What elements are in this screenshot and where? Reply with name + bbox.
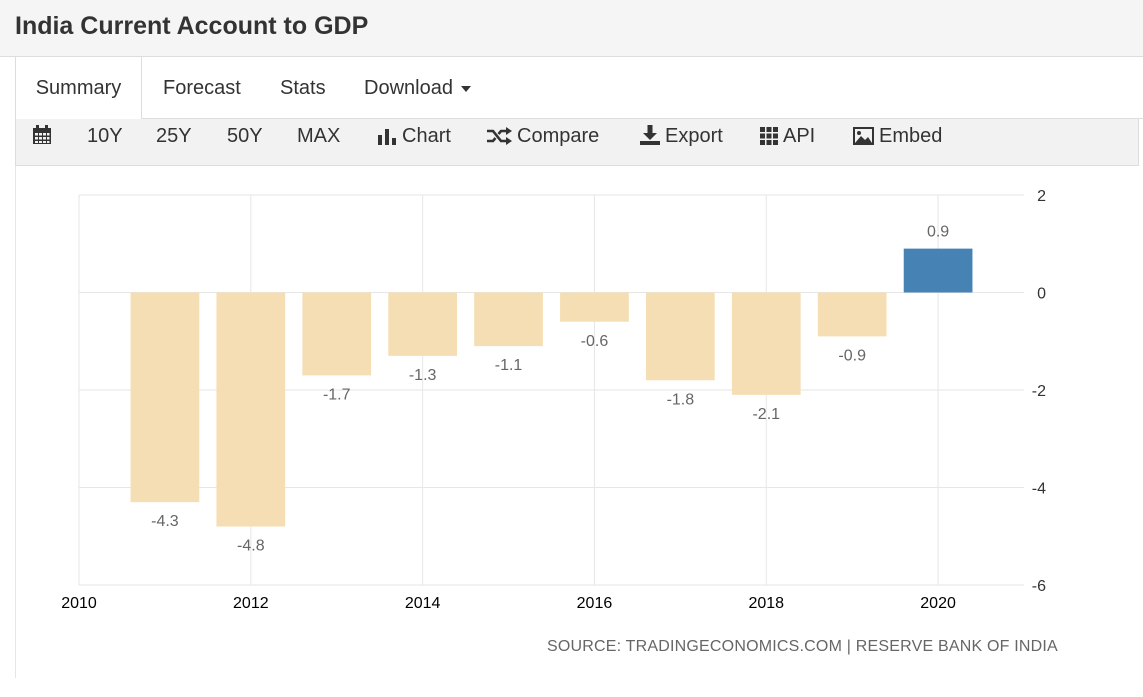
bar-chart-icon xyxy=(378,129,396,145)
x-tick-label: 2010 xyxy=(61,595,97,612)
data-labels: -4.3 -4.8 -1.7 -1.3 -1.1 -0.6 -1.8 -2.1 -0.9 0.9 xyxy=(151,224,949,555)
calendar-button[interactable] xyxy=(32,119,57,165)
bar xyxy=(731,292,801,395)
api-button[interactable]: API xyxy=(760,119,815,165)
range-max-button[interactable]: MAX xyxy=(297,119,340,165)
title-bar: India Current Account to GDP xyxy=(0,0,1143,57)
chart-button[interactable]: Chart xyxy=(377,119,451,165)
tab-download-label: Download xyxy=(364,77,453,99)
chart-panel: -4.3 -4.8 -1.7 -1.3 -1.1 -0.6 -1.8 -2.1 -0.9 0.9 … xyxy=(15,166,1143,678)
data-label: -1.3 xyxy=(409,367,437,384)
chart-toolbar: 10Y 25Y 50Y MAX Chart Compare Export xyxy=(15,119,1139,166)
grid-icon xyxy=(760,127,778,145)
caret-down-icon xyxy=(460,85,471,92)
y-axis-ticks: 2 0 -2 -4 -6 xyxy=(1032,188,1046,595)
bar xyxy=(817,292,887,337)
data-label: -2.1 xyxy=(752,406,780,423)
data-label: -1.8 xyxy=(667,391,695,408)
tab-summary-label: Summary xyxy=(35,77,122,99)
compare-button[interactable]: Compare xyxy=(486,119,599,165)
tab-forecast[interactable]: Forecast xyxy=(163,57,241,119)
x-tick-label: 2014 xyxy=(405,595,441,612)
calendar-icon xyxy=(33,125,51,144)
y-tick-label: 0 xyxy=(1037,286,1046,303)
range-10y-label: 10Y xyxy=(87,125,123,147)
bar xyxy=(130,292,200,503)
x-tick-label: 2012 xyxy=(233,595,269,612)
data-label: -1.1 xyxy=(495,357,523,374)
data-label: -4.8 xyxy=(237,538,265,555)
bar-chart: -4.3-4.8-1.7-1.3-1.1-0.6-1.8-2.1-0.90.9 … xyxy=(61,188,1046,612)
tab-stats-label: Stats xyxy=(280,77,326,99)
image-icon xyxy=(853,127,874,145)
data-label: -1.7 xyxy=(323,386,351,403)
shuffle-icon xyxy=(487,127,512,145)
bars xyxy=(130,248,973,527)
bar xyxy=(474,292,543,347)
source-note: SOURCE: TRADINGECONOMICS.COM | RESERVE B… xyxy=(547,638,1058,655)
bar xyxy=(560,292,629,322)
compare-label: Compare xyxy=(517,125,600,147)
bar xyxy=(216,292,286,527)
chart-label: Chart xyxy=(402,125,451,147)
tab-bar: Summary Forecast Stats Download xyxy=(15,57,1143,120)
x-tick-label: 2016 xyxy=(577,595,613,612)
x-tick-label: 2018 xyxy=(748,595,784,612)
range-10y-button[interactable]: 10Y xyxy=(87,119,123,165)
x-tick-label: 2020 xyxy=(920,595,956,612)
tab-summary[interactable]: Summary xyxy=(15,57,142,120)
embed-label: Embed xyxy=(879,125,943,147)
data-label: -0.6 xyxy=(581,333,609,350)
tab-download[interactable]: Download xyxy=(364,57,471,119)
x-axis-ticks: 2010 2012 2014 2016 2018 2020 xyxy=(61,595,956,612)
export-label: Export xyxy=(665,125,723,147)
data-label: -0.9 xyxy=(838,347,866,364)
export-button[interactable]: Export xyxy=(640,119,723,165)
range-25y-label: 25Y xyxy=(156,125,192,147)
page-title: India Current Account to GDP xyxy=(15,12,369,40)
bar xyxy=(903,248,973,293)
data-label: -4.3 xyxy=(151,513,179,530)
embed-button[interactable]: Embed xyxy=(853,119,942,165)
y-tick-label: -6 xyxy=(1032,578,1046,595)
y-tick-label: -2 xyxy=(1032,383,1046,400)
range-50y-button[interactable]: 50Y xyxy=(227,119,263,165)
bar xyxy=(388,292,457,356)
api-label: API xyxy=(783,125,816,147)
y-tick-label: 2 xyxy=(1037,188,1046,205)
range-50y-label: 50Y xyxy=(227,125,263,147)
bar xyxy=(302,292,372,376)
y-tick-label: -4 xyxy=(1032,481,1046,498)
tab-stats[interactable]: Stats xyxy=(280,57,326,119)
range-max-label: MAX xyxy=(297,125,341,147)
tab-forecast-label: Forecast xyxy=(163,77,241,99)
range-25y-button[interactable]: 25Y xyxy=(156,119,192,165)
data-label: 0.9 xyxy=(927,224,949,241)
download-icon xyxy=(640,125,660,145)
bar xyxy=(646,292,715,381)
